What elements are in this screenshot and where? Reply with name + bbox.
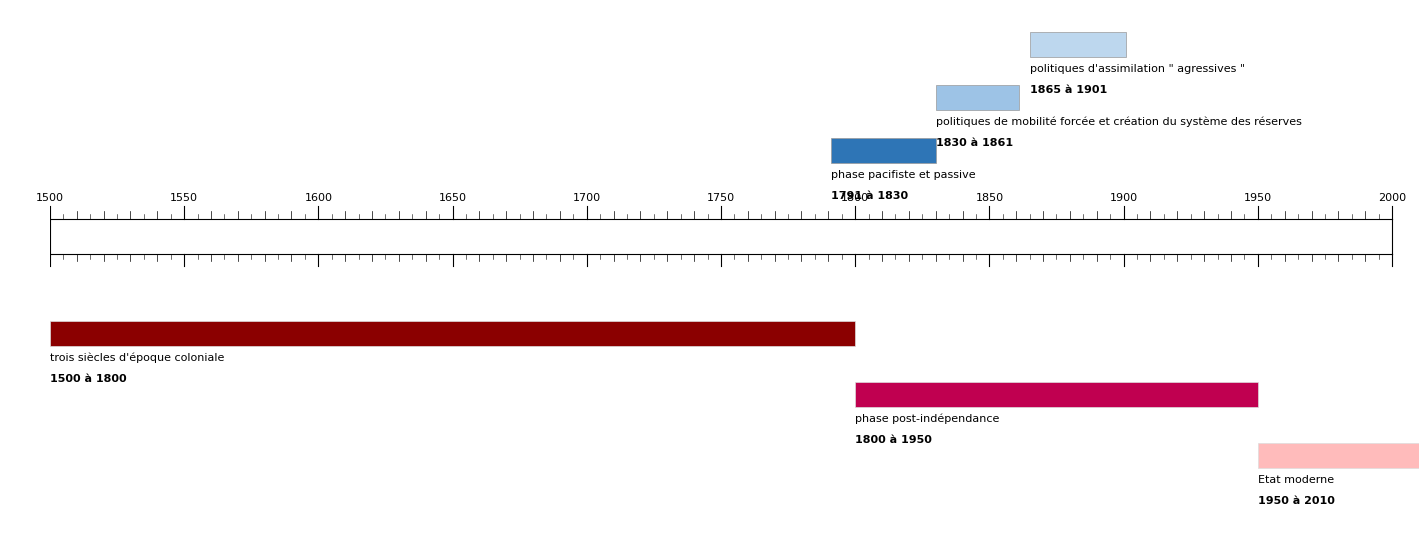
Text: 1950 à 2010: 1950 à 2010 <box>1258 496 1335 506</box>
FancyBboxPatch shape <box>1258 443 1419 468</box>
Text: 1850: 1850 <box>975 193 1004 203</box>
Text: 1800: 1800 <box>841 193 870 203</box>
Text: 1791 à 1830: 1791 à 1830 <box>831 191 908 201</box>
FancyBboxPatch shape <box>1030 32 1127 57</box>
Text: Etat moderne: Etat moderne <box>1258 475 1333 485</box>
Text: phase pacifiste et passive: phase pacifiste et passive <box>831 170 975 180</box>
Text: politiques d'assimilation " agressives ": politiques d'assimilation " agressives " <box>1030 64 1245 74</box>
FancyBboxPatch shape <box>50 321 856 346</box>
Text: trois siècles d'époque coloniale: trois siècles d'époque coloniale <box>50 353 224 363</box>
Text: 1500: 1500 <box>36 193 64 203</box>
Text: 1750: 1750 <box>707 193 734 203</box>
Text: 1600: 1600 <box>304 193 332 203</box>
FancyBboxPatch shape <box>831 138 935 163</box>
FancyBboxPatch shape <box>856 382 1258 407</box>
Text: politiques de mobilité forcée et création du système des réserves: politiques de mobilité forcée et créatio… <box>935 117 1302 127</box>
FancyBboxPatch shape <box>935 85 1020 110</box>
Text: 1500 à 1800: 1500 à 1800 <box>50 374 127 384</box>
Text: phase post-indépendance: phase post-indépendance <box>856 414 1000 424</box>
Text: 2000: 2000 <box>1378 193 1406 203</box>
Text: 1900: 1900 <box>1109 193 1138 203</box>
Text: 1700: 1700 <box>573 193 600 203</box>
Text: 1865 à 1901: 1865 à 1901 <box>1030 85 1107 95</box>
Text: 1830 à 1861: 1830 à 1861 <box>935 138 1012 148</box>
Text: 1550: 1550 <box>170 193 198 203</box>
Text: 1800 à 1950: 1800 à 1950 <box>856 435 933 445</box>
Text: 1650: 1650 <box>439 193 466 203</box>
Text: 1950: 1950 <box>1243 193 1272 203</box>
